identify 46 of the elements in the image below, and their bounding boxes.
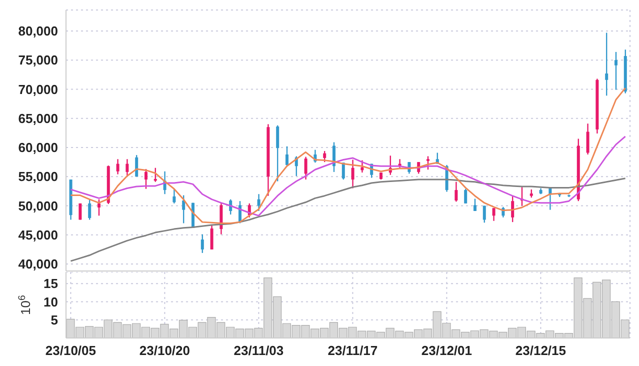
candlestick <box>144 168 148 190</box>
y-tick-label: 60,000 <box>18 140 58 156</box>
candlestick <box>492 207 496 222</box>
candlestick <box>426 156 430 170</box>
candlestick <box>116 158 120 175</box>
candlestick <box>285 146 288 167</box>
y-tick-label: 80,000 <box>18 24 58 39</box>
candlestick <box>88 199 92 220</box>
x-tick-label: 23/10/05 <box>45 343 96 358</box>
x-tick-label: 23/12/15 <box>515 343 566 358</box>
candlestick <box>97 198 100 216</box>
x-tick-label: 23/11/03 <box>234 343 284 358</box>
y-tick-label: 70,000 <box>18 82 58 97</box>
candlestick <box>257 194 260 212</box>
y-tick-label: 40,000 <box>18 256 58 272</box>
candlestick <box>323 150 326 163</box>
candlestick <box>126 158 129 176</box>
y-tick-label: 15 <box>44 276 58 292</box>
candlestick <box>351 159 354 189</box>
y-tick-label: 75,000 <box>18 52 58 68</box>
y-tick-label: 45,000 <box>18 227 58 242</box>
candlestick <box>454 181 458 202</box>
candlestick <box>464 188 468 204</box>
candlestick <box>342 162 345 180</box>
candlestick <box>473 198 476 212</box>
x-tick-label: 23/10/20 <box>139 343 190 358</box>
y-tick-label: 50,000 <box>18 198 58 214</box>
candlestick <box>172 188 176 204</box>
y-tick-label: 65,000 <box>18 110 58 126</box>
candlestick <box>605 32 608 96</box>
candlestick <box>586 123 590 156</box>
x-tick-label: 23/11/17 <box>328 343 378 358</box>
candlestick <box>614 51 618 90</box>
y-tick-label: 5 <box>50 312 58 328</box>
candlestick <box>210 224 214 250</box>
candlestick <box>182 194 186 224</box>
candlestick <box>220 202 223 235</box>
y-tick-label: 55,000 <box>18 169 58 184</box>
candlestick <box>511 196 514 223</box>
candlestick <box>276 124 280 182</box>
x-tick-label: 23/12/01 <box>421 343 472 358</box>
candlestick <box>482 205 486 224</box>
candlestick <box>200 234 204 254</box>
candlestick <box>304 156 308 180</box>
line-series <box>70 178 626 262</box>
y-tick-label: 10 <box>44 294 58 310</box>
